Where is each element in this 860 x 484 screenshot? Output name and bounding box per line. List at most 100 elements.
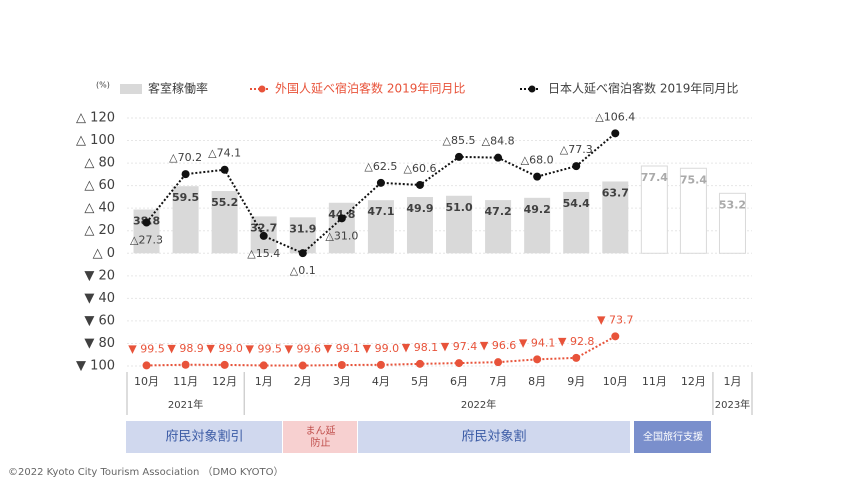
y-tick-label: ▼ 80 — [84, 336, 115, 351]
point — [220, 165, 229, 174]
y-tick-label: ▼ 20 — [84, 268, 115, 283]
x-tick-label: 6月 — [450, 375, 468, 388]
point-label: △77.3 — [560, 143, 593, 156]
bar-label: 54.4 — [563, 197, 590, 210]
x-tick-label: 4月 — [372, 375, 390, 388]
bar-label: 63.7 — [602, 186, 629, 199]
point — [142, 218, 151, 227]
y-tick-label: △ 100 — [76, 133, 115, 148]
point-label: △0.1 — [290, 264, 316, 277]
point-label: △27.3 — [130, 233, 163, 246]
point-label: △62.5 — [364, 160, 397, 173]
legend-swatch — [528, 85, 536, 93]
point — [337, 214, 346, 223]
bar — [485, 200, 512, 254]
footer: ©2022 Kyoto City Tourism Association （DM… — [8, 466, 283, 478]
bar — [211, 191, 238, 254]
point — [181, 360, 190, 369]
point — [298, 361, 307, 370]
point-label: ▼ 99.1 — [324, 342, 360, 355]
x-tick-label: 10月 — [134, 375, 159, 388]
y-tick-label: △ 80 — [84, 156, 115, 171]
bar — [289, 217, 316, 254]
point-label: ▼ 99.6 — [285, 343, 321, 356]
y-tick-label: △ 40 — [84, 201, 115, 216]
y-tick-label: △ 20 — [84, 223, 115, 238]
legend-label: 日本人延べ宿泊客数 2019年同月比 — [548, 81, 738, 96]
bar — [524, 197, 551, 254]
legend-swatch — [258, 85, 266, 93]
point — [611, 129, 620, 138]
point-label: △84.8 — [482, 135, 515, 148]
point — [572, 353, 581, 362]
point — [415, 359, 424, 368]
point-label: ▼ 97.4 — [441, 340, 477, 353]
bar — [367, 200, 394, 254]
point-label: ▼ 99.0 — [206, 342, 242, 355]
bar-label: 77.4 — [641, 171, 668, 184]
period-label: 府民対象割 — [461, 429, 526, 445]
bar-label: 59.5 — [172, 191, 199, 204]
x-tick-label: 5月 — [411, 375, 429, 388]
point — [611, 332, 620, 341]
year-label: 2021年 — [168, 398, 203, 411]
point — [259, 231, 268, 240]
y-tick-label: ▼ 40 — [84, 291, 115, 306]
point — [376, 178, 385, 187]
period-label: 全国旅行支援 — [643, 430, 703, 443]
point — [494, 358, 503, 367]
period-label: まん延防止 — [306, 425, 336, 449]
point — [415, 180, 424, 189]
bar — [602, 181, 629, 254]
x-tick-label: 9月 — [567, 375, 585, 388]
bar-label: 44.8 — [328, 208, 355, 221]
y-tick-label: △ 120 — [76, 111, 115, 126]
x-tick-label: 12月 — [681, 375, 706, 388]
bar — [446, 195, 473, 254]
point-label: △31.0 — [325, 229, 358, 242]
legend-label: 外国人延べ宿泊客数 2019年同月比 — [275, 81, 465, 96]
legend-label: 客室稼働率 — [148, 81, 208, 96]
point-label: △60.6 — [403, 162, 436, 175]
point-label: △68.0 — [521, 154, 554, 167]
point-label: ▼ 96.6 — [480, 339, 516, 352]
point-label: ▼ 99.5 — [128, 342, 164, 355]
bar-label: 49.9 — [406, 202, 433, 215]
y-tick-label: △ 0 — [93, 246, 115, 261]
bar — [172, 186, 199, 254]
point — [376, 360, 385, 369]
point — [181, 170, 190, 179]
point-label: ▼ 73.7 — [597, 313, 633, 326]
bar-label: 51.0 — [445, 201, 472, 214]
bar-label: 53.2 — [719, 198, 746, 211]
bar — [679, 167, 707, 254]
bar-label: 49.2 — [524, 203, 551, 216]
bar-label: 31.9 — [289, 222, 316, 235]
bar-label: 47.2 — [485, 205, 512, 218]
period-label: 府民対象割引 — [165, 429, 243, 445]
bar — [406, 197, 433, 254]
x-tick-label: 3月 — [333, 375, 351, 388]
x-tick-label: 8月 — [528, 375, 546, 388]
period-band — [634, 421, 711, 453]
point-label: ▼ 98.9 — [167, 342, 203, 355]
period-band — [126, 421, 282, 453]
bar — [718, 192, 746, 254]
x-tick-label: 1月 — [255, 375, 273, 388]
point — [337, 360, 346, 369]
period-band — [283, 421, 357, 453]
point — [259, 361, 268, 370]
x-tick-label: 2月 — [294, 375, 312, 388]
year-label: 2022年 — [461, 398, 496, 411]
x-tick-label: 12月 — [212, 375, 237, 388]
point-label: ▼ 94.1 — [519, 336, 555, 349]
point — [533, 172, 542, 181]
point-label: ▼ 99.5 — [245, 342, 281, 355]
bar — [640, 165, 668, 254]
bar-label: 55.2 — [211, 196, 238, 209]
bar — [133, 209, 160, 254]
bar — [563, 191, 590, 254]
y-tick-label: △ 60 — [84, 178, 115, 193]
point-label: ▼ 99.0 — [363, 342, 399, 355]
